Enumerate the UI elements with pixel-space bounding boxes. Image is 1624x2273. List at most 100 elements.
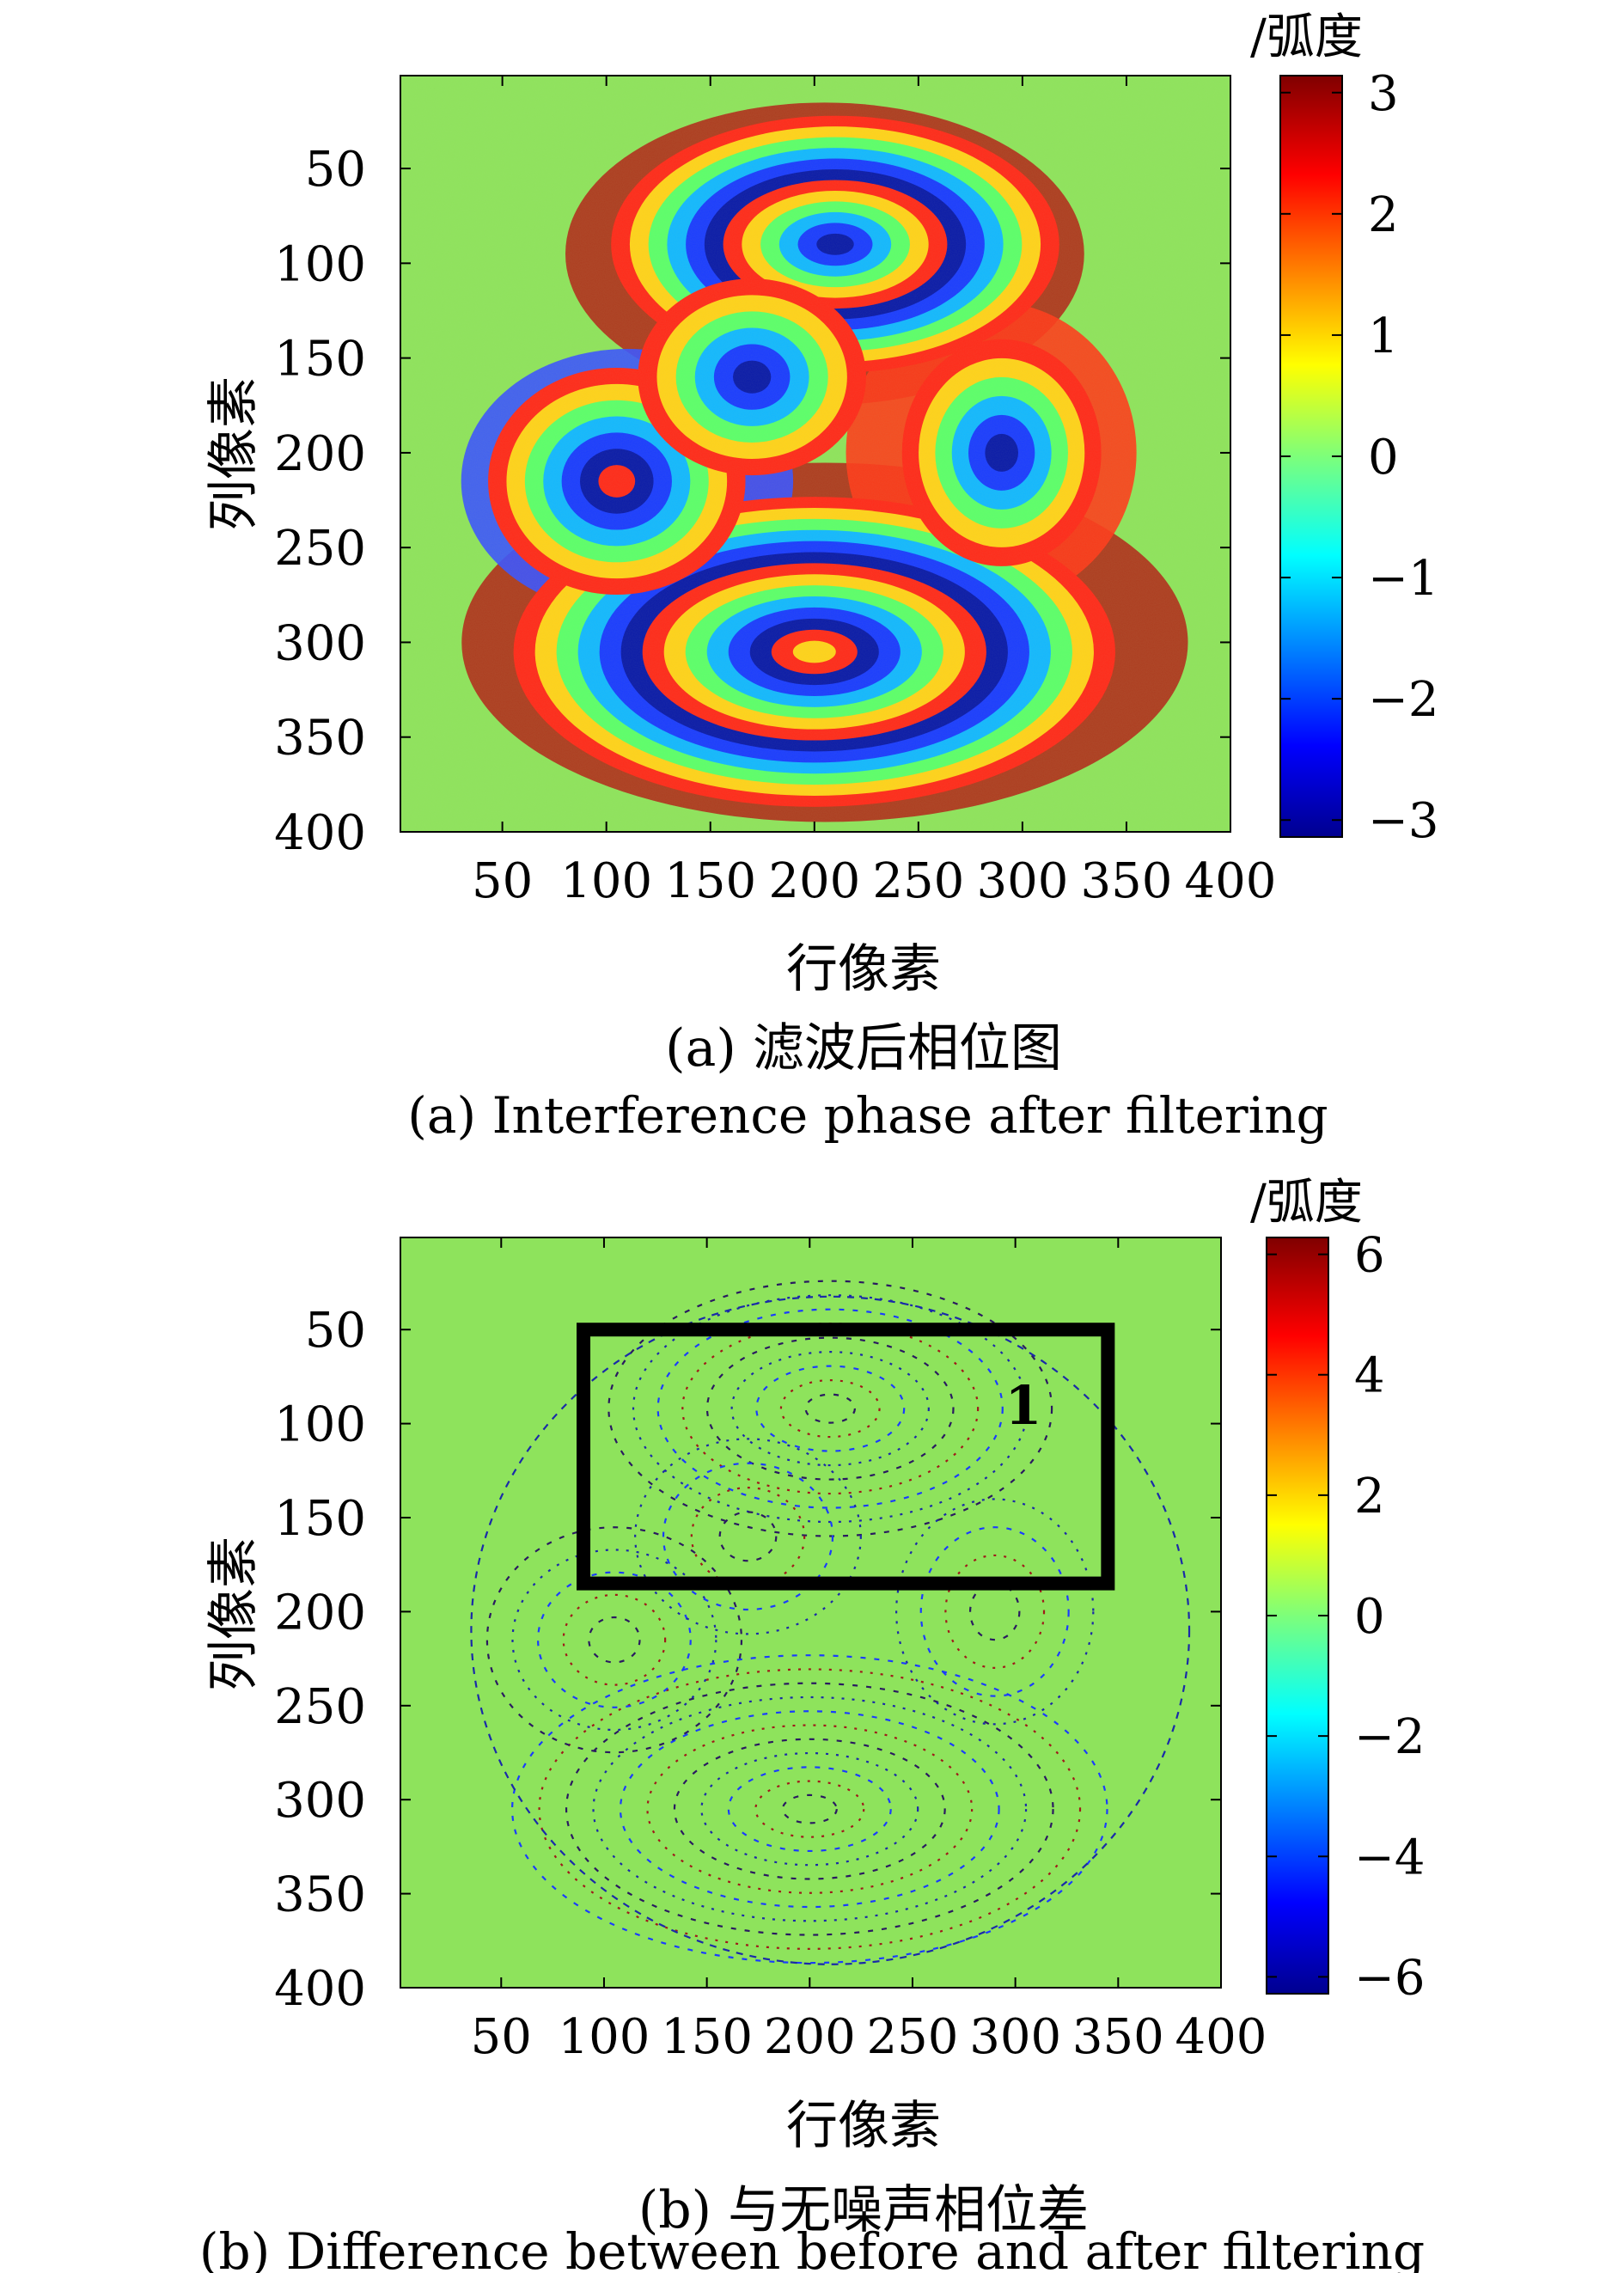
panel-a-x-axis-label: 行像素 <box>786 939 941 999</box>
panel-b-annotation-box <box>577 1323 1115 1591</box>
y-tick-label: 300 <box>274 1773 366 1829</box>
residue-contour <box>781 1793 838 1824</box>
panel-a-colorbar-unit: /弧度 <box>1250 9 1363 65</box>
x-tick-label: 250 <box>872 853 964 909</box>
y-tick-label: 150 <box>274 1491 366 1547</box>
residue-contour <box>538 1668 1082 1950</box>
panel-b-colorbar-unit: /弧度 <box>1250 1175 1363 1231</box>
x-tick-label: 50 <box>472 853 533 909</box>
residue-system-upper <box>607 1280 1053 1537</box>
x-tick-label: 350 <box>1072 2009 1164 2065</box>
colorbar-tick-label: 4 <box>1354 1348 1385 1404</box>
residue-contour <box>754 1780 865 1838</box>
residue-system-lower <box>511 1654 1108 1964</box>
panel-b-plot-frame <box>400 1237 1222 1989</box>
colorbar-tick-label: 6 <box>1354 1228 1385 1284</box>
residue-contour <box>700 1751 919 1867</box>
y-tick-label: 350 <box>274 1867 366 1923</box>
residue-contour <box>646 1724 974 1894</box>
panel-b-x-axis-label: 行像素 <box>786 2096 941 2156</box>
panel-b-plot-background <box>400 1237 1221 1988</box>
panel-b-residues <box>470 1280 1191 1965</box>
y-tick-label: 400 <box>274 1961 366 2017</box>
residue-outer-boundary <box>470 1295 1191 1965</box>
panel-a-plot-frame <box>400 75 1231 833</box>
colorbar-tick-label: 1 <box>1368 309 1399 364</box>
colorbar-tick-label: 3 <box>1368 66 1399 122</box>
colorbar-tick-label: −1 <box>1368 551 1439 607</box>
panel-b-y-axis: 50 100 150 200 250 300 350 400 <box>274 1303 1221 2017</box>
colorbar-tick-label: 0 <box>1354 1589 1385 1645</box>
x-tick-label: 350 <box>1081 853 1173 909</box>
panel-b-y-axis-label: 列像素 <box>204 1537 264 1691</box>
residue-contour <box>565 1682 1054 1936</box>
colorbar-tick-label: 2 <box>1368 187 1399 243</box>
y-tick-label: 400 <box>274 805 366 861</box>
colorbar-tick-label: −2 <box>1354 1709 1426 1765</box>
panel-b-colorbar-ticks: 6 4 2 0 −2 −4 −6 <box>1267 1228 1426 2006</box>
x-tick-label: 200 <box>768 853 860 909</box>
x-tick-label: 300 <box>969 2009 1061 2065</box>
x-tick-label: 150 <box>661 2009 753 2065</box>
panel-b-x-axis: 50 100 150 200 250 300 350 400 <box>471 1237 1267 2065</box>
panel-a-y-axis-label: 列像素 <box>204 376 264 531</box>
panel-a-colorbar: 3 2 1 0 −1 −2 −3 /弧度 <box>1250 9 1439 849</box>
residue-contour <box>632 1294 1029 1524</box>
x-tick-label: 300 <box>976 853 1068 909</box>
y-tick-label: 300 <box>274 615 366 671</box>
residue-contour <box>919 1526 1070 1697</box>
residue-contour <box>730 1351 930 1467</box>
residue-contour <box>895 1498 1095 1726</box>
colorbar-tick-label: 0 <box>1368 430 1399 486</box>
residue-contour <box>511 1549 717 1732</box>
residue-contour <box>656 1308 1004 1509</box>
residue-contour <box>727 1766 892 1853</box>
residue-contour <box>718 1511 778 1562</box>
y-tick-label: 50 <box>305 1303 366 1359</box>
residue-contour <box>662 1462 834 1611</box>
y-tick-label: 100 <box>274 1397 366 1453</box>
panel-a-grain <box>400 76 1230 832</box>
x-tick-label: 100 <box>559 2009 650 2065</box>
panel-b-caption-cn: (b) 与无噪声相位差 <box>638 2180 1089 2240</box>
x-tick-label: 50 <box>471 2009 532 2065</box>
panel-a-chart: 50 100 150 200 250 300 350 400 5010015020025030… <box>204 9 1439 1145</box>
residue-contour <box>944 1554 1046 1669</box>
x-tick-label: 150 <box>664 853 756 909</box>
y-tick-label: 100 <box>274 236 366 292</box>
residue-contour <box>592 1696 1028 1922</box>
residue-contour <box>705 1336 955 1481</box>
y-tick-label: 50 <box>305 142 366 198</box>
colorbar-tick-label: −4 <box>1354 1830 1426 1885</box>
residue-contour <box>779 1379 881 1439</box>
residue-contour <box>537 1571 692 1708</box>
residue-contour <box>673 1738 946 1880</box>
x-tick-label: 100 <box>560 853 652 909</box>
y-tick-label: 350 <box>274 711 366 767</box>
panel-b-colorbar: 6 4 2 0 −2 −4 −6 /弧度 <box>1250 1175 1426 2006</box>
colorbar-tick-label: −2 <box>1368 672 1439 728</box>
y-tick-label: 200 <box>274 426 366 482</box>
colorbar-tick-label: −6 <box>1354 1950 1426 2006</box>
residue-contour <box>634 1438 862 1635</box>
x-tick-label: 200 <box>764 2009 856 2065</box>
residue-contour <box>619 1710 1000 1909</box>
panel-a-colorbar-ticks: 3 2 1 0 −1 −2 −3 <box>1280 66 1439 849</box>
y-tick-label: 250 <box>274 1679 366 1735</box>
panel-b-annotation-label: 1 <box>1004 1374 1041 1437</box>
residue-contour <box>588 1616 641 1664</box>
panel-b-caption-en: (b) Difference between before and after … <box>199 2222 1425 2273</box>
residue-contour <box>485 1526 743 1754</box>
x-tick-label: 400 <box>1185 853 1277 909</box>
residue-contour <box>562 1593 667 1686</box>
panel-a-caption-en: (a) Interference phase after filtering <box>407 1086 1328 1145</box>
residue-contour <box>755 1365 906 1452</box>
x-tick-label: 400 <box>1175 2009 1267 2065</box>
residue-contour <box>607 1280 1053 1537</box>
y-tick-label: 250 <box>274 521 366 577</box>
colorbar-tick-label: −3 <box>1368 793 1439 849</box>
panel-b-chart: 1 50 100 150 200 250 300 350 400 50100150200250… <box>199 1175 1426 2273</box>
colorbar-tick-label: 2 <box>1354 1469 1385 1524</box>
x-tick-label: 250 <box>867 2009 959 2065</box>
